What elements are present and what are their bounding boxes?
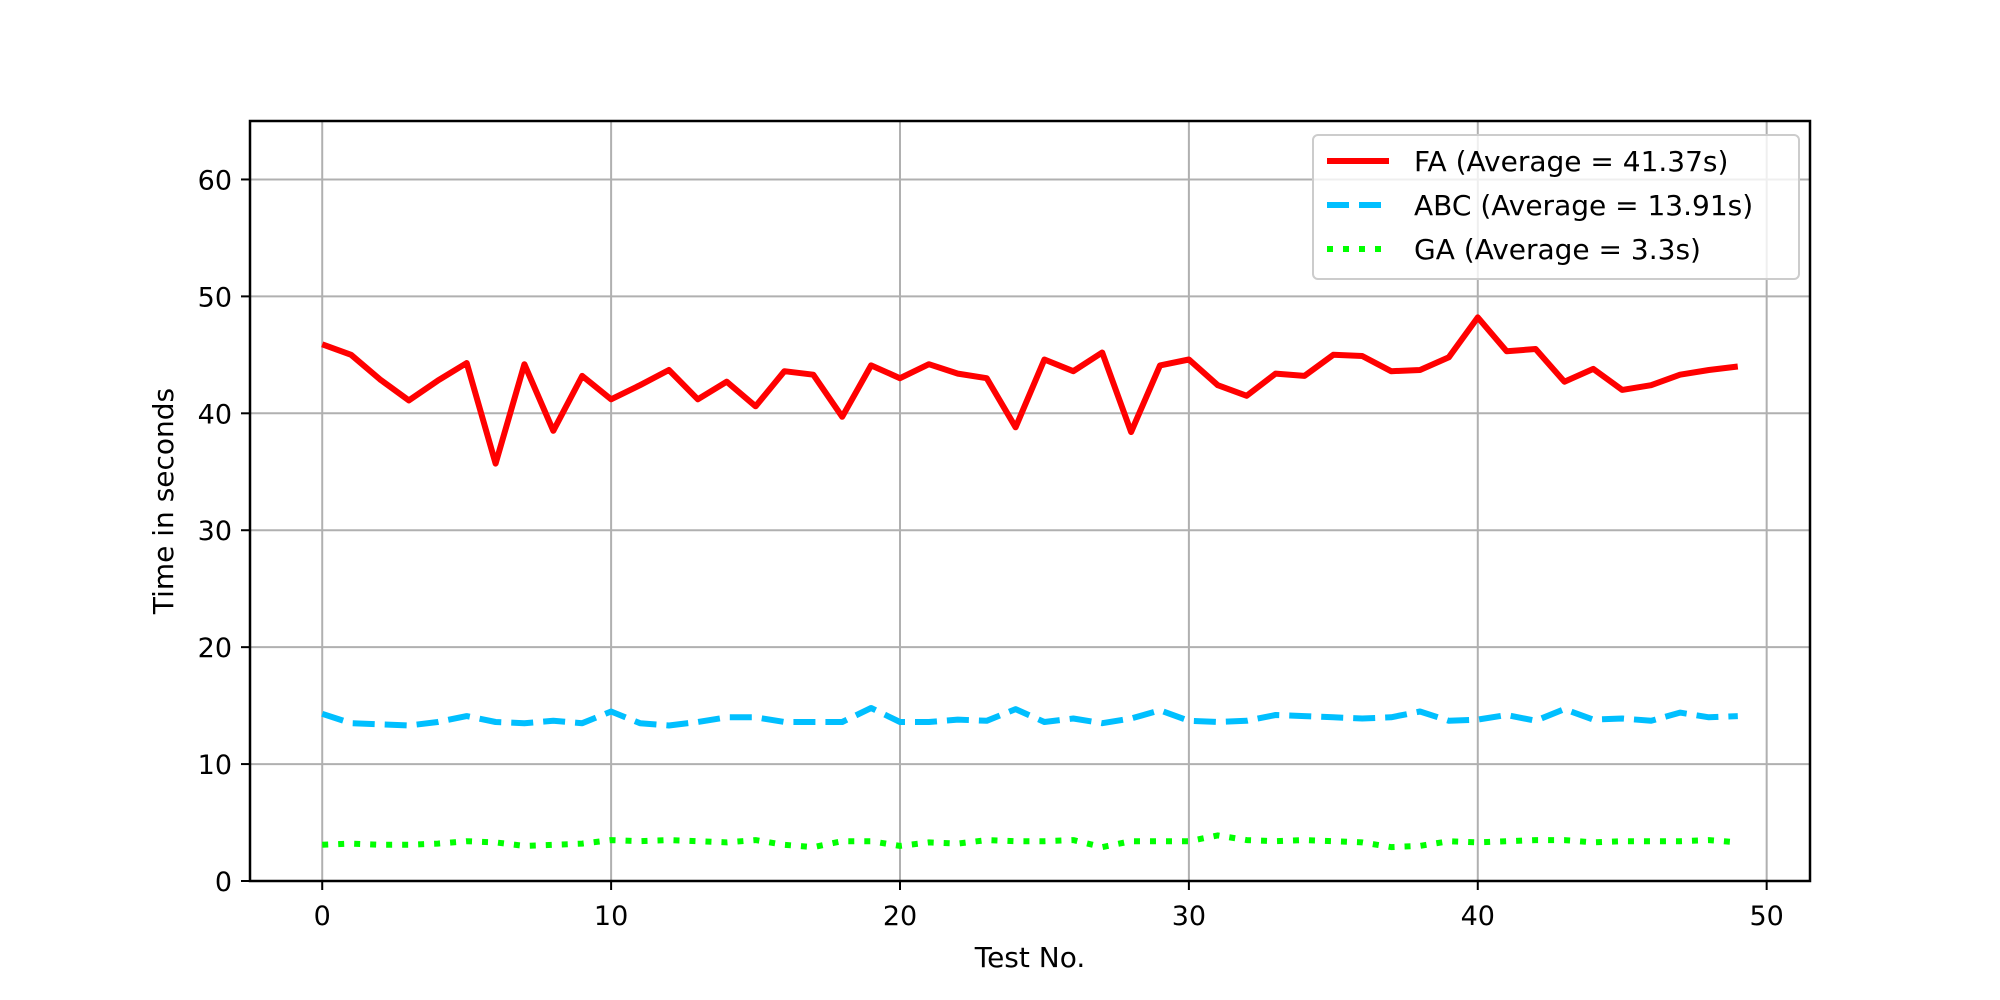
data-series — [321, 314, 1739, 851]
legend: FA (Average = 41.37s) ABC (Average = 13.… — [1312, 134, 1800, 280]
x-axis-title: Test No. — [974, 941, 1086, 974]
y-tick-label: 20 — [198, 633, 232, 664]
axis-ticks: 0 10 20 30 40 50 0 10 20 30 40 50 60 — [198, 165, 1784, 932]
series-line-abc — [321, 705, 1738, 729]
x-tick-label: 10 — [594, 901, 628, 932]
y-tick-label: 30 — [198, 516, 232, 547]
y-tick-label: 50 — [198, 282, 232, 313]
x-tick-label: 40 — [1461, 901, 1495, 932]
plot-frame — [248, 119, 1812, 883]
x-tick-label: 50 — [1749, 901, 1783, 932]
x-tick-label: 0 — [314, 901, 331, 932]
legend-label-fa: FA (Average = 41.37s) — [1414, 145, 1728, 178]
y-tick-label: 40 — [198, 399, 232, 430]
y-tick-label: 0 — [215, 867, 232, 898]
x-tick-label: 30 — [1172, 901, 1206, 932]
y-axis-title: Time in seconds — [147, 388, 180, 615]
series-line-ga — [322, 832, 1739, 851]
series-line-fa — [321, 314, 1739, 467]
y-tick-label: 10 — [198, 750, 232, 781]
legend-box — [1312, 134, 1800, 280]
x-tick-label: 20 — [883, 901, 917, 932]
legend-label-abc: ABC (Average = 13.91s) — [1414, 189, 1753, 222]
legend-label-ga: GA (Average = 3.3s) — [1414, 233, 1701, 266]
y-tick-label: 60 — [198, 165, 232, 196]
